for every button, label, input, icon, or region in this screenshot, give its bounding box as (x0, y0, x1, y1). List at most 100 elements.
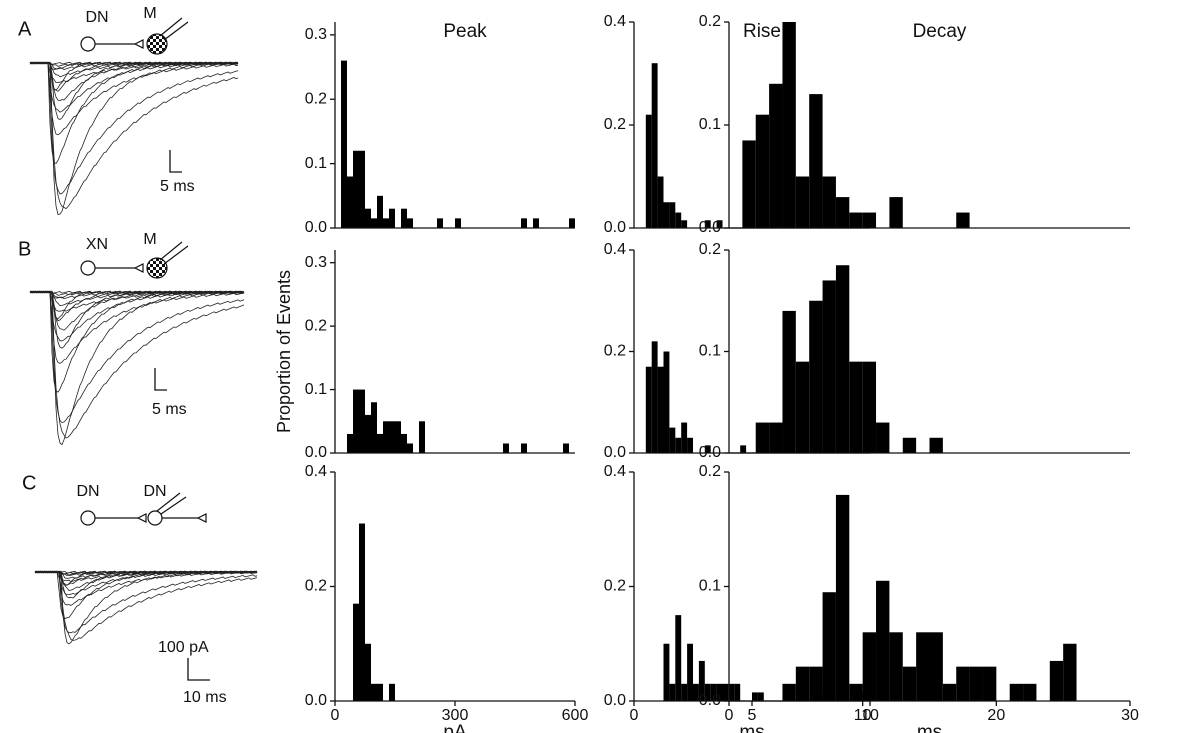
bar (822, 592, 836, 701)
circuit-diagram (80, 17, 189, 55)
bar (681, 422, 688, 453)
bar (752, 692, 758, 701)
bar (757, 692, 764, 701)
x-tick-label: 0 (331, 707, 340, 724)
bar (395, 421, 401, 453)
x-tick-label: 5 (748, 707, 757, 724)
bar (862, 212, 877, 228)
bar (769, 83, 783, 228)
cell-label: M (143, 231, 156, 248)
bar (809, 666, 823, 701)
bar (782, 22, 796, 228)
trace (34, 570, 258, 606)
bar (710, 683, 717, 701)
bar (365, 414, 371, 453)
bar (645, 114, 652, 228)
bar (862, 361, 877, 453)
bar (722, 683, 729, 701)
trace (29, 61, 239, 195)
bar (353, 389, 359, 453)
scale-label: 5 ms (160, 178, 195, 195)
bar (742, 140, 756, 228)
scale-label: 10 ms (183, 689, 227, 706)
y-tick-label: 0.2 (305, 578, 327, 595)
bar (704, 220, 711, 228)
bar (563, 443, 569, 453)
y-tick-label: 0.2 (699, 463, 721, 480)
trace (34, 570, 258, 599)
x-tick-label: 600 (562, 707, 589, 724)
bar (521, 218, 527, 228)
y-tick-label: 0.1 (305, 381, 327, 398)
cell-label: DN (76, 483, 99, 500)
cell-label: DN (85, 9, 108, 26)
trace (29, 290, 245, 446)
x-axis-label: ms (739, 722, 764, 733)
y-tick-label: 0.2 (604, 578, 626, 595)
bar (876, 422, 890, 453)
cell-label: M (143, 5, 156, 22)
cell-label: DN (143, 483, 166, 500)
scale-bar (169, 150, 182, 173)
bar (353, 603, 359, 701)
bar (1063, 643, 1077, 701)
bar (401, 433, 407, 453)
y-tick-label: 0.0 (604, 692, 626, 709)
bar (503, 443, 509, 453)
bar (675, 615, 682, 701)
bar (383, 421, 389, 453)
bar (383, 218, 389, 228)
bar (377, 683, 383, 701)
y-tick-label: 0.4 (604, 463, 626, 480)
bar (521, 443, 527, 453)
bar (371, 402, 377, 453)
bar (533, 218, 539, 228)
bar (687, 643, 693, 701)
bar (889, 632, 903, 701)
bar (734, 683, 741, 701)
bar (795, 361, 810, 453)
bar (704, 683, 711, 701)
bar (956, 212, 970, 228)
panel-label: C (22, 472, 36, 494)
circuit-diagram (80, 492, 207, 526)
trace (34, 570, 258, 641)
bar (809, 94, 823, 228)
current-traces (29, 61, 258, 645)
bar (651, 341, 658, 453)
bar (769, 422, 783, 453)
trace (29, 290, 245, 349)
bar (849, 683, 863, 701)
bar (347, 176, 353, 228)
panel-label: A (18, 18, 32, 40)
y-tick-label: 0.2 (305, 90, 327, 107)
bar (669, 683, 676, 701)
bar (663, 643, 670, 701)
bar (822, 176, 836, 228)
bar (876, 580, 890, 701)
scale-label: 100 pA (158, 639, 209, 656)
bar (740, 445, 747, 453)
bar (716, 220, 723, 228)
trace (29, 61, 239, 113)
bar (389, 683, 395, 701)
bar (645, 366, 652, 453)
cell-label: XN (86, 236, 108, 253)
x-axis-label: pA (443, 722, 467, 733)
bar (916, 632, 930, 701)
bar (795, 176, 810, 228)
y-tick-label: 0.0 (699, 219, 721, 236)
y-tick-label: 0.4 (305, 463, 327, 480)
y-tick-label: 0.2 (699, 13, 721, 30)
y-tick-label: 0.0 (305, 692, 327, 709)
bar (359, 523, 365, 701)
bar (862, 632, 877, 701)
bar (929, 437, 943, 453)
y-tick-label: 0.1 (699, 343, 721, 360)
y-tick-label: 0.3 (305, 26, 327, 43)
y-tick-label: 0.0 (604, 444, 626, 461)
bar (822, 280, 836, 453)
trace (34, 570, 258, 586)
chart-title: Rise (743, 21, 781, 42)
bar (982, 666, 997, 701)
